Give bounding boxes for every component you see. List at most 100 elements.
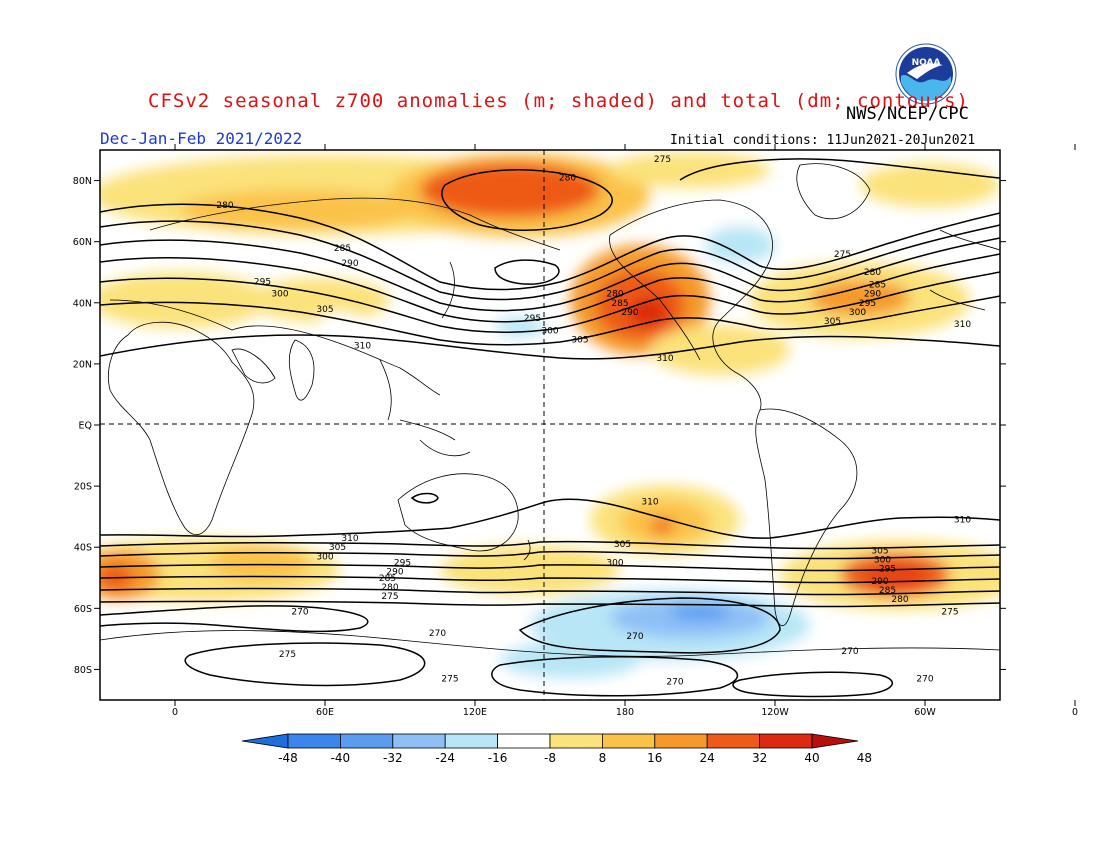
- contour-label: 300: [874, 555, 891, 565]
- contour-label: 305: [571, 335, 588, 345]
- colorbar-segment: [706, 733, 761, 749]
- contour-label: 305: [824, 317, 841, 327]
- contour-label: 310: [354, 342, 371, 352]
- chart-title: CFSv2 seasonal z700 anomalies (m; shaded…: [148, 90, 969, 112]
- lat-tick-label: 60S: [74, 604, 92, 615]
- colorbar-label: -24: [435, 751, 455, 765]
- lon-tick-label: 60E: [316, 707, 334, 718]
- colorbar-label: 40: [804, 751, 819, 765]
- contour-label: 270: [626, 632, 643, 642]
- lon-tick-label: 0: [172, 707, 178, 718]
- contour-label: 275: [834, 250, 851, 260]
- colorbar-segment: [287, 733, 341, 749]
- contour-label: 310: [641, 497, 658, 507]
- initial-conditions: Initial conditions: 11Jun2021-20Jun2021: [670, 133, 976, 148]
- contour-label: 280: [381, 583, 398, 593]
- contour-label: 275: [654, 155, 671, 165]
- contour-label: 310: [656, 354, 673, 364]
- colorbar-segment: [602, 733, 656, 749]
- contour-label: 300: [541, 326, 558, 336]
- contour-label: 280: [216, 201, 233, 211]
- colorbar-label: -32: [383, 751, 403, 765]
- lon-tick-label: 180: [616, 707, 634, 718]
- colorbar-max-arrow: [811, 733, 859, 749]
- contour-label: 305: [614, 540, 631, 550]
- contour-label: 295: [394, 559, 411, 569]
- height-contours: [100, 158, 1000, 698]
- lat-axis: 80N 60N 40N 20N EQ 20S 40S 60S 80S: [73, 176, 1006, 676]
- contour-label: 300: [849, 308, 866, 318]
- contour-label: 290: [871, 577, 888, 587]
- contour-label: 310: [341, 534, 358, 544]
- contour-label: 300: [316, 552, 333, 562]
- agency-label: NWS/NCEP/CPC: [846, 104, 969, 124]
- contour-labels: 2752802802852902953003053102953003053102…: [216, 155, 971, 688]
- contour-label: 280: [606, 290, 623, 300]
- colorbar-label: 24: [700, 751, 715, 765]
- contour-label: 285: [334, 244, 351, 254]
- contour-label: 305: [329, 543, 346, 553]
- contour-label: 290: [386, 568, 403, 578]
- colorbar-label: 48: [857, 751, 872, 765]
- colorbar-segment: [549, 733, 603, 749]
- contour-label: 280: [864, 268, 881, 278]
- colorbar-label: 8: [599, 751, 607, 765]
- colorbar-segment: [444, 733, 499, 749]
- lon-tick-label: 120E: [463, 707, 487, 718]
- contour-label: 295: [879, 565, 896, 575]
- contour-label: 295: [524, 314, 541, 324]
- noaa-logo-graphic: NOAA: [895, 43, 957, 105]
- season-label: Dec-Jan-Feb 2021/2022: [100, 129, 303, 148]
- colorbar-label: -48: [278, 751, 298, 765]
- lat-tick-label: 80S: [74, 665, 92, 676]
- colorbar-label: -40: [331, 751, 351, 765]
- contour-label: 285: [611, 299, 628, 309]
- contour-label: 270: [916, 675, 933, 685]
- contour-label: 295: [859, 299, 876, 309]
- contour-label: 275: [441, 675, 458, 685]
- contour-label: 275: [381, 592, 398, 602]
- contour-label: 285: [869, 280, 886, 290]
- colorbar-label: 16: [647, 751, 662, 765]
- lat-tick-label: 20N: [73, 359, 92, 370]
- lon-axis: 0 60E 120E 180 120W 60W 0: [172, 144, 1078, 718]
- lat-tick-label: EQ: [79, 421, 92, 432]
- lat-tick-label: 40N: [73, 298, 92, 309]
- colorbar-label: -16: [488, 751, 508, 765]
- colorbar-segment: [759, 733, 813, 749]
- contour-label: 310: [954, 320, 971, 330]
- contour-label: 275: [941, 607, 958, 617]
- colorbar-segment: [497, 733, 551, 749]
- contour-label: 270: [291, 607, 308, 617]
- contour-label: 300: [606, 559, 623, 569]
- colorbar-segment: [392, 733, 446, 749]
- colorbar-segment: [654, 733, 708, 749]
- colorbar-label: 32: [752, 751, 767, 765]
- contour-label: 310: [954, 516, 971, 526]
- lat-tick-label: 40S: [74, 543, 92, 554]
- contour-label: 305: [871, 546, 888, 556]
- anomaly-shading: [100, 152, 1000, 678]
- contour-label: 290: [341, 259, 358, 269]
- contour-label: 275: [279, 650, 296, 660]
- colorbar-label: -8: [544, 751, 556, 765]
- contour-label: 285: [379, 574, 396, 584]
- lon-tick-label: 0: [1072, 707, 1078, 718]
- contour-label: 270: [429, 629, 446, 639]
- colorbar-min-arrow: [241, 733, 289, 749]
- lat-tick-label: 60N: [73, 237, 92, 248]
- contour-label: 295: [254, 277, 271, 287]
- lat-tick-label: 20S: [74, 482, 92, 493]
- colorbar-segment: [339, 733, 394, 749]
- contour-label: 285: [879, 586, 896, 596]
- noaa-logo-text: NOAA: [912, 58, 941, 68]
- contour-label: 300: [271, 290, 288, 300]
- lon-tick-label: 120W: [761, 707, 789, 718]
- lon-tick-label: 60W: [914, 707, 936, 718]
- colorbar: -48 -40 -32 -24 -16 -8 8 16 24 32 40 48: [241, 733, 872, 765]
- contour-label: 280: [559, 174, 576, 184]
- contour-label: 290: [864, 290, 881, 300]
- map-area: 2752802802852902953003053102953003053102…: [100, 150, 1000, 700]
- contour-label: 280: [891, 595, 908, 605]
